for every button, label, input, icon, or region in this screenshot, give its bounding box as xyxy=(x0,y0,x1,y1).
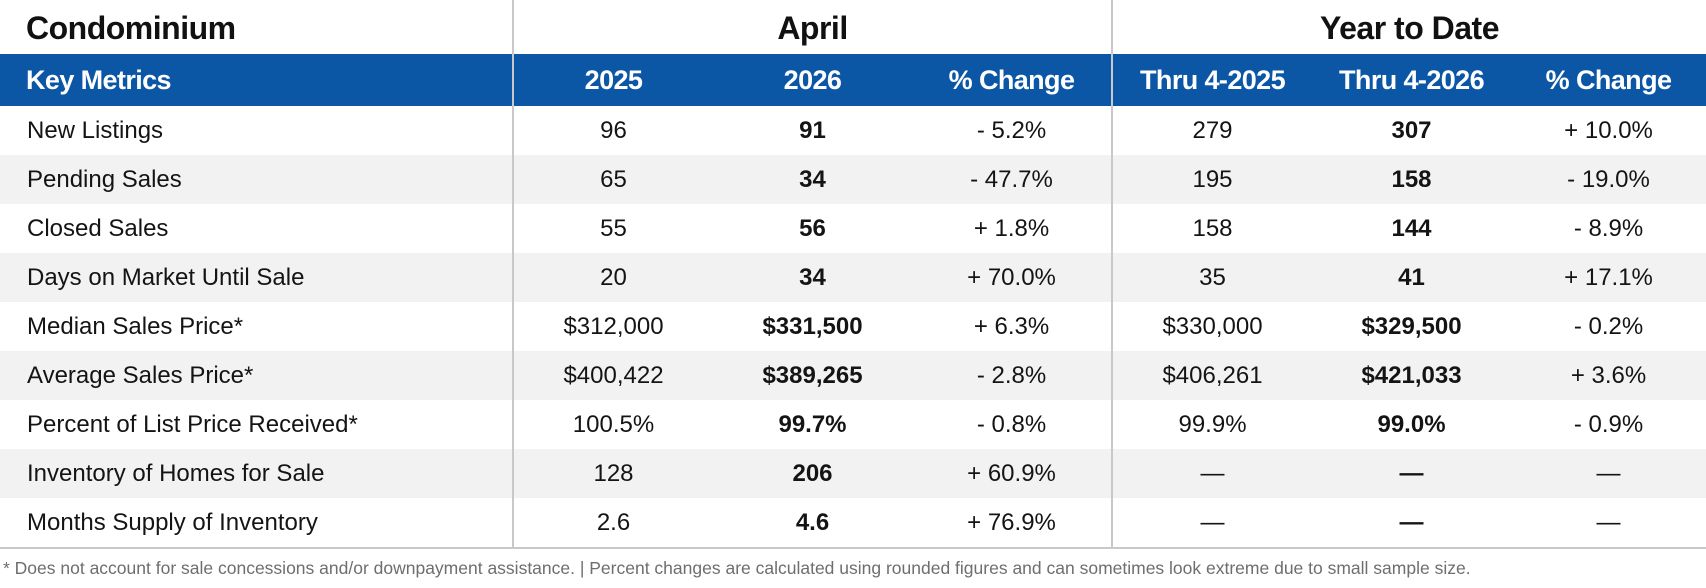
col-header-ytd-change: % Change xyxy=(1511,54,1706,106)
april-change-value: - 47.7% xyxy=(912,155,1113,204)
ytd-2025-value: 195 xyxy=(1111,155,1313,204)
april-change-value: - 5.2% xyxy=(976,116,1047,144)
april-2026-value: 91 xyxy=(799,116,826,144)
ytd-2026-value: $421,033 xyxy=(1312,351,1512,400)
april-2026-value: 34 xyxy=(713,253,912,302)
april-2025-value: 65 xyxy=(512,155,713,204)
ytd-2025-value: — xyxy=(1111,449,1313,498)
ytd-2026-value: — xyxy=(1312,498,1512,549)
table-row: Median Sales Price* $312,000 $331,500 + 6.3… xyxy=(0,302,1706,351)
metric-label: Closed Sales xyxy=(27,214,169,242)
ytd-change-value: - 19.0% xyxy=(1511,155,1706,204)
table-row: Inventory of Homes for Sale 128 206 + 60.9%… xyxy=(0,449,1706,498)
april-2026-value: 206 xyxy=(713,449,912,498)
april-2026-value: 56 xyxy=(799,214,826,242)
col-header-april-2025: 2025 xyxy=(512,54,713,106)
ytd-change-value: - 0.9% xyxy=(1573,410,1644,438)
ytd-2025-value: $330,000 xyxy=(1111,302,1313,351)
ytd-2026-value: $329,500 xyxy=(1361,312,1462,340)
metric-label: Percent of List Price Received* xyxy=(27,410,358,438)
group-header-row: Condominium April Year to Date xyxy=(0,0,1706,54)
column-header-row: Key Metrics 2025 2026 % Change Thru 4-20… xyxy=(0,54,1706,106)
ytd-2025-value: 35 xyxy=(1111,253,1313,302)
ytd-change-value: — xyxy=(1511,498,1706,549)
april-2025-value: $400,422 xyxy=(512,351,713,400)
april-change-value: + 60.9% xyxy=(912,449,1113,498)
ytd-2025-value: 279 xyxy=(1111,106,1313,155)
metric-label: Months Supply of Inventory xyxy=(0,498,513,549)
april-change-value: + 1.8% xyxy=(973,214,1050,242)
april-2025-value: 2.6 xyxy=(512,498,713,549)
april-change-value: + 6.3% xyxy=(973,312,1050,340)
april-2026-value: 4.6 xyxy=(713,498,912,549)
april-2025-value: $312,000 xyxy=(512,302,713,351)
april-2025-value: 55 xyxy=(512,204,713,253)
ytd-2025-value: 99.9% xyxy=(1111,400,1313,449)
april-change-value: - 2.8% xyxy=(912,351,1113,400)
ytd-2026-value: 144 xyxy=(1391,214,1432,242)
table-row: Months Supply of Inventory 2.6 4.6 + 76.9% —… xyxy=(0,498,1706,549)
ytd-2025-value: — xyxy=(1111,498,1313,549)
ytd-2026-value: 41 xyxy=(1312,253,1512,302)
april-change-value: + 76.9% xyxy=(912,498,1113,549)
april-2025-value: 100.5% xyxy=(512,400,713,449)
ytd-2026-value: — xyxy=(1312,449,1512,498)
metric-label: Median Sales Price* xyxy=(27,312,244,340)
table-row: Closed Sales 55 56 + 1.8% 158 144 - 8.9% xyxy=(0,204,1706,253)
table-row: Days on Market Until Sale 20 34 + 70.0% 35 41… xyxy=(0,253,1706,302)
metric-label: Pending Sales xyxy=(0,155,513,204)
table-row: Pending Sales 65 34- 47.7% 195 158- 19.0% xyxy=(0,155,1706,204)
group-april: April xyxy=(511,0,1113,54)
col-header-ytd-2025: Thru 4-2025 xyxy=(1111,54,1313,106)
april-change-value: - 0.8% xyxy=(976,410,1047,438)
table-row: Average Sales Price* $400,422 $389,265- 2.… xyxy=(0,351,1706,400)
ytd-2026-value: 99.0% xyxy=(1377,410,1446,438)
col-header-april-change: % Change xyxy=(912,54,1113,106)
april-2026-value: 99.7% xyxy=(778,410,847,438)
ytd-2026-value: 158 xyxy=(1312,155,1512,204)
col-header-ytd-2026: Thru 4-2026 xyxy=(1312,54,1512,106)
april-2026-value: $331,500 xyxy=(762,312,863,340)
april-2025-value: 96 xyxy=(512,106,713,155)
ytd-change-value: + 17.1% xyxy=(1511,253,1706,302)
ytd-change-value: — xyxy=(1511,449,1706,498)
april-2026-value: $389,265 xyxy=(713,351,912,400)
ytd-change-value: - 0.2% xyxy=(1573,312,1644,340)
metric-label: Average Sales Price* xyxy=(0,351,513,400)
april-2025-value: 128 xyxy=(512,449,713,498)
table-row: New Listings 96 91 - 5.2% 279 307 + 10.0% xyxy=(0,106,1706,155)
key-metrics-table: Condominium April Year to Date Key Metri… xyxy=(0,0,1706,549)
col-header-april-2026: 2026 xyxy=(713,54,912,106)
footnote: * Does not account for sale concessions … xyxy=(3,558,1471,578)
ytd-change-value: + 3.6% xyxy=(1511,351,1706,400)
group-year-to-date: Year to Date xyxy=(1111,0,1706,54)
metric-label: Inventory of Homes for Sale xyxy=(0,449,513,498)
col-header-key-metrics: Key Metrics xyxy=(0,54,513,106)
ytd-2025-value: 158 xyxy=(1111,204,1313,253)
section-title: Condominium xyxy=(26,9,236,46)
table-row: Percent of List Price Received* 100.5% 99.… xyxy=(0,400,1706,449)
ytd-2026-value: 307 xyxy=(1391,116,1432,144)
ytd-change-value: - 8.9% xyxy=(1573,214,1644,242)
ytd-change-value: + 10.0% xyxy=(1564,116,1653,144)
april-2026-value: 34 xyxy=(713,155,912,204)
ytd-2025-value: $406,261 xyxy=(1111,351,1313,400)
metric-label: New Listings xyxy=(27,116,164,144)
april-2025-value: 20 xyxy=(512,253,713,302)
april-change-value: + 70.0% xyxy=(912,253,1113,302)
metric-label: Days on Market Until Sale xyxy=(0,253,513,302)
